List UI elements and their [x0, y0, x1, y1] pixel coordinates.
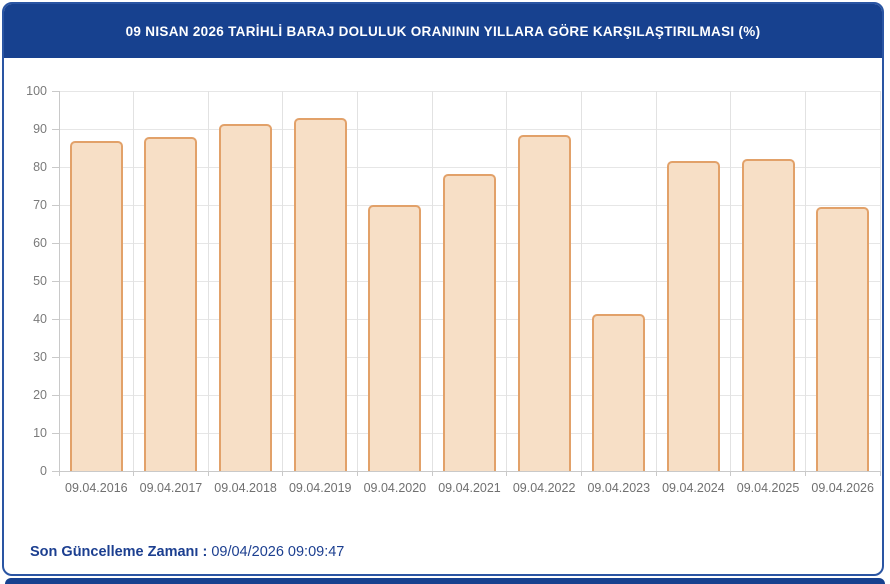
vertical-gridline	[431, 91, 433, 471]
last-update: Son Güncelleme Zamanı : 09/04/2026 09:09…	[30, 544, 344, 560]
x-axis-line	[59, 470, 880, 472]
x-axis-tick	[804, 471, 806, 476]
x-tick-label: 09.04.2026	[811, 481, 874, 495]
last-update-value: 09/04/2026 09:09:47	[211, 544, 345, 560]
y-axis-tick	[52, 204, 59, 206]
x-tick-label: 09.04.2017	[139, 481, 203, 495]
y-tick-label: 80	[33, 160, 47, 174]
x-axis-tick	[133, 471, 135, 476]
x-axis-tick	[506, 471, 508, 476]
horizontal-gridline	[59, 128, 880, 130]
x-tick-label: 09.04.2020	[363, 481, 427, 495]
bar-09.04.2019[interactable]	[293, 118, 347, 471]
y-tick-label: 0	[40, 464, 47, 478]
y-tick-label: 100	[26, 84, 47, 98]
x-axis-tick	[207, 471, 209, 476]
vertical-gridline	[730, 91, 732, 471]
y-axis-tick	[52, 470, 59, 472]
vertical-gridline	[282, 91, 284, 471]
y-axis-tick	[52, 90, 59, 92]
x-axis-tick	[580, 471, 582, 476]
x-tick-label: 09.04.2016	[65, 481, 128, 495]
bar-09.04.2017[interactable]	[144, 137, 198, 471]
bar-09.04.2020[interactable]	[368, 205, 422, 471]
x-axis-tick	[879, 471, 881, 476]
horizontal-gridline	[59, 166, 880, 168]
plot-area: 0 10 20 30 40 50 60 70 80 90 100 09.04.2016 09.04.20…	[26, 84, 881, 495]
x-axis-tick	[431, 471, 433, 476]
y-tick-label: 60	[33, 236, 47, 250]
y-tick-label: 30	[33, 350, 47, 364]
y-axis-tick	[52, 432, 59, 434]
bar-chart: 0 10 20 30 40 50 60 70 80 90 100 09.04.2016 09.04.20…	[4, 58, 882, 518]
y-tick-label: 40	[33, 312, 47, 326]
bar-09.04.2023[interactable]	[592, 314, 646, 471]
y-tick-label: 90	[33, 122, 47, 136]
vertical-gridline	[879, 91, 881, 471]
y-tick-label: 70	[33, 198, 47, 212]
bar-09.04.2024[interactable]	[666, 161, 720, 471]
bar-09.04.2025[interactable]	[741, 159, 795, 471]
x-axis-tick	[282, 471, 284, 476]
vertical-gridline	[133, 91, 135, 471]
y-axis-tick	[52, 280, 59, 282]
y-tick-label: 20	[33, 388, 47, 402]
dam-occupancy-card: 09 NISAN 2026 TARİHLİ BARAJ DOLULUK ORAN…	[2, 2, 884, 576]
y-axis-tick	[52, 128, 59, 130]
vertical-gridline	[207, 91, 209, 471]
bar-09.04.2022[interactable]	[517, 135, 571, 471]
chart-title: 09 NISAN 2026 TARİHLİ BARAJ DOLULUK ORAN…	[125, 23, 761, 39]
x-tick-label: 09.04.2018	[214, 481, 277, 495]
y-axis-tick	[52, 394, 59, 396]
vertical-gridline	[357, 91, 359, 471]
y-axis-line	[58, 91, 60, 471]
x-axis-tick	[655, 471, 657, 476]
bar-09.04.2016[interactable]	[69, 141, 123, 471]
x-tick-label: 09.04.2024	[662, 481, 725, 495]
y-axis-tick	[52, 242, 59, 244]
last-update-separator: :	[198, 544, 212, 560]
x-tick-label: 09.04.2025	[736, 481, 800, 495]
x-axis-tick	[730, 471, 732, 476]
last-update-label: Son Güncelleme Zamanı	[30, 544, 199, 560]
x-tick-label: 09.04.2023	[587, 481, 651, 495]
vertical-gridline	[580, 91, 582, 471]
x-axis-tick	[357, 471, 359, 476]
vertical-gridline	[804, 91, 806, 471]
y-tick-label: 50	[33, 274, 47, 288]
next-section-header-peek	[5, 578, 885, 584]
horizontal-gridline	[59, 90, 880, 92]
vertical-gridline	[506, 91, 508, 471]
bar-09.04.2018[interactable]	[219, 124, 273, 471]
y-tick-label: 10	[33, 426, 47, 440]
y-axis-tick	[52, 318, 59, 320]
bar-09.04.2026[interactable]	[816, 207, 870, 471]
x-tick-label: 09.04.2021	[438, 481, 501, 495]
x-axis-tick	[58, 471, 60, 476]
bar-09.04.2021[interactable]	[443, 174, 496, 471]
y-axis-tick	[52, 166, 59, 168]
x-tick-label: 09.04.2019	[288, 481, 352, 495]
card-header: 09 NISAN 2026 TARİHLİ BARAJ DOLULUK ORAN…	[4, 4, 882, 58]
x-tick-label: 09.04.2022	[512, 481, 576, 495]
vertical-gridline	[655, 91, 657, 471]
y-axis-tick	[52, 356, 59, 358]
